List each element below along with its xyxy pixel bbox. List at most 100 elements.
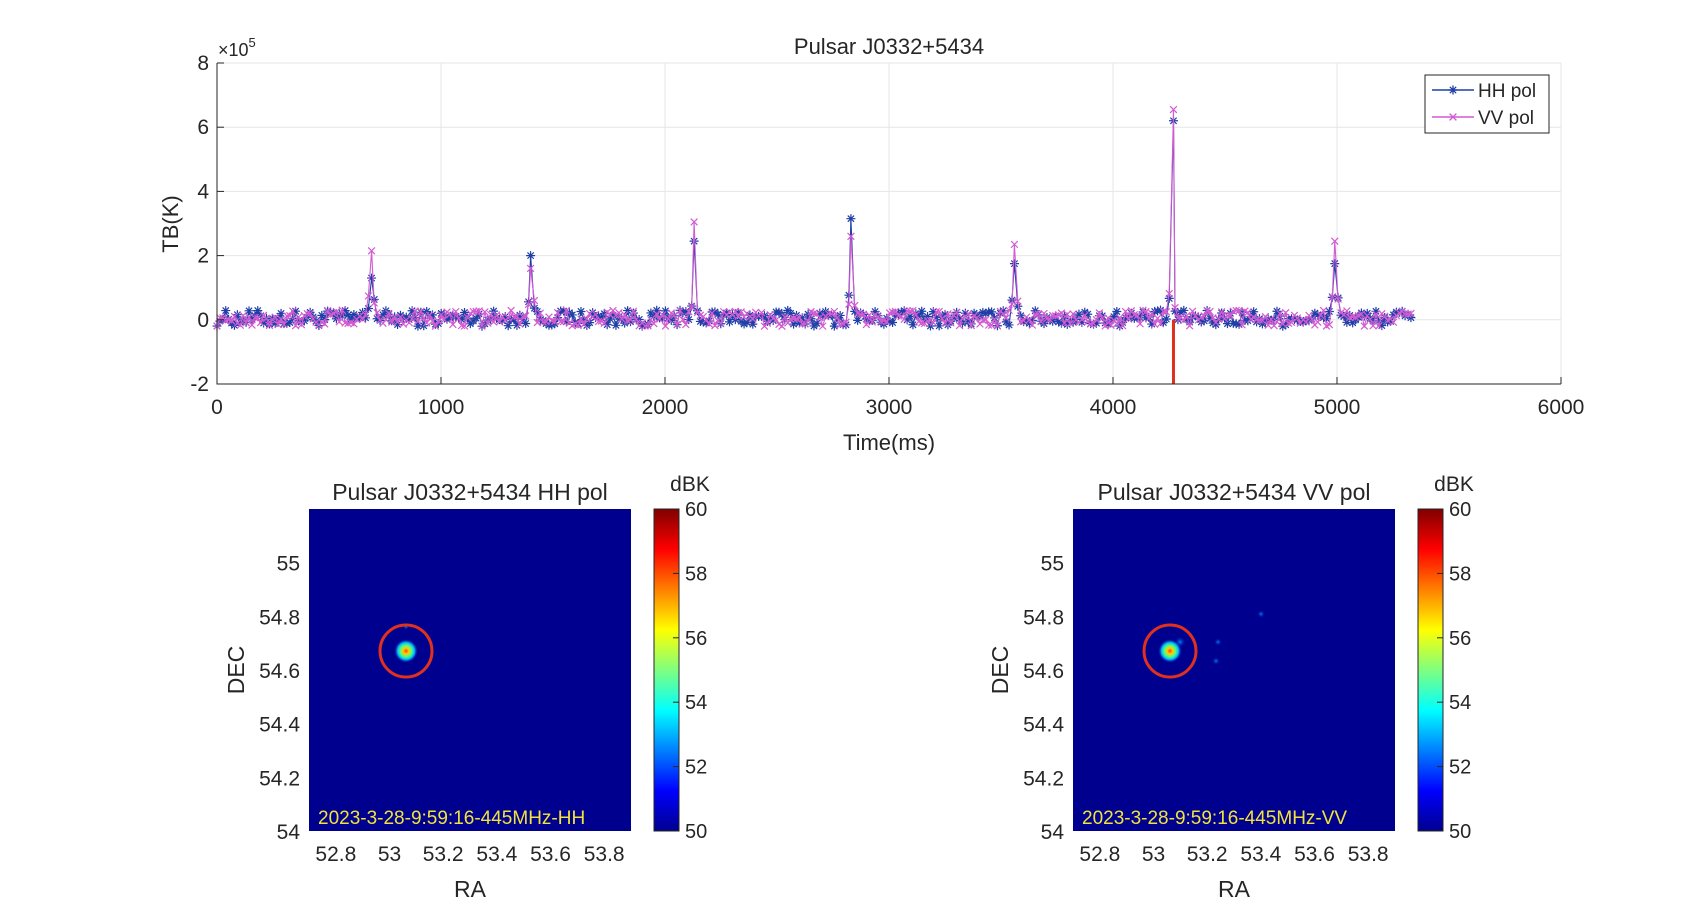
data-point [826,310,836,320]
heatmap-hh-annotation: 2023-3-28-9:59:16-445MHz-HH [318,808,585,829]
data-point [690,218,698,226]
data-point [1208,318,1218,328]
data-point [818,322,827,330]
data-point [387,318,396,326]
data-point [786,308,796,318]
data-point [1316,311,1325,319]
data-point [230,312,239,321]
line-y-axis-label: TB(K) [158,195,183,252]
colorbar-tick-label: 54 [1449,692,1471,714]
data-point [1100,318,1110,328]
data-point [262,314,271,323]
data-point [928,307,938,317]
data-point [1374,316,1384,326]
data-point [605,314,615,324]
data-point [396,313,405,321]
data-point [733,308,743,318]
data-point [1169,105,1178,114]
data-point [579,315,589,325]
data-point [413,321,423,331]
data-point [1162,308,1171,316]
data-point [797,313,807,323]
data-point [1062,319,1072,329]
data-point [340,306,350,316]
data-point [981,315,990,324]
data-point [512,320,522,330]
heatmap-y-tick-label: 54.2 [1023,767,1064,790]
heatmap-y-tick-label: 55 [277,553,300,576]
data-point [762,316,772,326]
data-point [585,318,595,328]
data-point [503,321,513,331]
data-point [536,309,545,317]
data-point [393,318,402,326]
data-point [1112,306,1122,316]
data-point [1188,312,1198,322]
data-point [417,307,425,316]
data-point [602,320,612,330]
data-point [436,308,446,318]
data-point [1231,319,1241,329]
data-point [705,320,713,328]
heatmap-y-tick-label: 55 [1041,553,1064,576]
data-point [664,315,673,323]
data-point [286,311,294,320]
data-point [451,307,460,316]
data-point [539,318,547,326]
data-point [1115,313,1124,322]
data-point [842,318,850,327]
data-point [294,313,303,321]
data-point [999,309,1008,318]
data-point [1098,314,1107,322]
heatmap-vv-source [1142,610,1265,679]
data-point [302,312,312,322]
data-point [1281,308,1290,317]
data-point [1407,309,1415,318]
y-tick-label: 4 [197,180,209,203]
data-point [1246,312,1256,322]
data-point [285,318,295,328]
data-point [454,314,463,323]
data-point [716,319,725,328]
data-point [1298,317,1308,327]
data-point [606,310,614,319]
heatmap-hh-source-circle [378,623,434,679]
colorbar-tick-label: 56 [685,628,707,650]
data-point [573,319,583,329]
data-point [973,313,981,322]
data-point [1164,293,1174,303]
data-point [550,317,559,326]
data-point [1121,313,1131,323]
data-point [355,313,365,323]
data-point [917,319,926,327]
series-markers-1 [213,105,1415,331]
data-point [515,310,525,320]
data-point [900,315,909,324]
data-point [1147,309,1156,318]
heatmap-x-tick-label: 53.2 [1187,843,1228,866]
data-point [236,321,245,329]
data-point [562,306,571,315]
data-point [253,314,262,322]
data-point [687,303,696,311]
data-point [1161,314,1171,324]
data-point [737,308,745,316]
data-point [1267,315,1275,324]
heatmap-x-tick-label: 53.8 [584,843,625,866]
heatmap-x-tick-label: 52.8 [1079,843,1120,866]
data-point [1004,320,1014,330]
data-point [385,309,393,318]
data-point [457,321,466,330]
line-chart-title: Pulsar J0332+5434 [794,34,984,59]
data-point [1377,321,1387,331]
data-point [1206,307,1214,316]
data-point [1196,317,1206,327]
data-point [763,319,772,327]
data-point [358,315,367,324]
data-point [484,319,492,327]
colorbar-tick-label: 56 [1449,628,1471,650]
data-point [227,317,236,325]
data-point [1039,319,1049,329]
data-point [306,309,314,318]
